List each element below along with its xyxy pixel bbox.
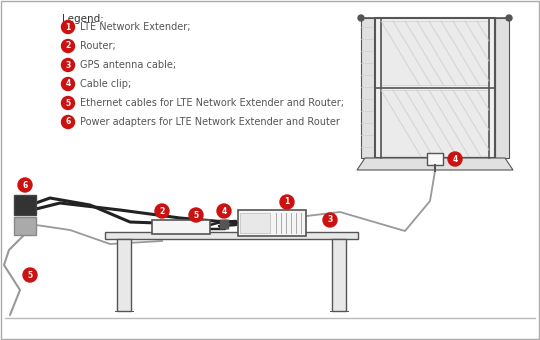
Circle shape bbox=[358, 15, 364, 21]
Circle shape bbox=[217, 204, 231, 218]
FancyBboxPatch shape bbox=[14, 217, 36, 235]
FancyBboxPatch shape bbox=[381, 90, 489, 156]
Text: Legend:: Legend: bbox=[62, 14, 104, 24]
FancyBboxPatch shape bbox=[240, 213, 270, 233]
Text: 2: 2 bbox=[65, 41, 71, 51]
Text: 6: 6 bbox=[65, 118, 71, 126]
Text: 5: 5 bbox=[193, 210, 199, 220]
Circle shape bbox=[62, 78, 75, 90]
FancyBboxPatch shape bbox=[381, 21, 489, 85]
FancyBboxPatch shape bbox=[332, 239, 346, 311]
Text: Ethernet cables for LTE Network Extender and Router;: Ethernet cables for LTE Network Extender… bbox=[80, 98, 344, 108]
Circle shape bbox=[155, 204, 169, 218]
FancyBboxPatch shape bbox=[105, 232, 358, 239]
Text: 5: 5 bbox=[28, 271, 32, 279]
FancyBboxPatch shape bbox=[238, 210, 306, 236]
Text: 3: 3 bbox=[327, 216, 333, 224]
Text: 4: 4 bbox=[221, 206, 227, 216]
Text: 1: 1 bbox=[65, 22, 71, 32]
Circle shape bbox=[506, 15, 512, 21]
Text: 3: 3 bbox=[65, 61, 71, 69]
Circle shape bbox=[23, 268, 37, 282]
Circle shape bbox=[62, 97, 75, 109]
Text: 4: 4 bbox=[453, 154, 457, 164]
Text: LTE Network Extender;: LTE Network Extender; bbox=[80, 22, 191, 32]
Circle shape bbox=[62, 58, 75, 71]
Text: GPS antenna cable;: GPS antenna cable; bbox=[80, 60, 176, 70]
Circle shape bbox=[323, 213, 337, 227]
Text: 2: 2 bbox=[159, 206, 165, 216]
Text: 5: 5 bbox=[65, 99, 71, 107]
Text: 6: 6 bbox=[22, 181, 28, 189]
Polygon shape bbox=[357, 158, 513, 170]
Text: Cable clip;: Cable clip; bbox=[80, 79, 131, 89]
FancyBboxPatch shape bbox=[495, 18, 509, 158]
Text: Power adapters for LTE Network Extender and Router: Power adapters for LTE Network Extender … bbox=[80, 117, 340, 127]
FancyBboxPatch shape bbox=[152, 220, 210, 234]
FancyBboxPatch shape bbox=[14, 195, 36, 215]
Circle shape bbox=[448, 152, 462, 166]
FancyBboxPatch shape bbox=[375, 18, 495, 158]
Text: 1: 1 bbox=[285, 198, 289, 206]
Text: 4: 4 bbox=[65, 80, 71, 88]
Circle shape bbox=[280, 195, 294, 209]
Text: Router;: Router; bbox=[80, 41, 116, 51]
Circle shape bbox=[62, 39, 75, 52]
FancyBboxPatch shape bbox=[361, 18, 375, 158]
FancyBboxPatch shape bbox=[427, 153, 443, 165]
FancyBboxPatch shape bbox=[117, 239, 131, 311]
Circle shape bbox=[18, 178, 32, 192]
Circle shape bbox=[62, 20, 75, 34]
Circle shape bbox=[62, 116, 75, 129]
Circle shape bbox=[189, 208, 203, 222]
